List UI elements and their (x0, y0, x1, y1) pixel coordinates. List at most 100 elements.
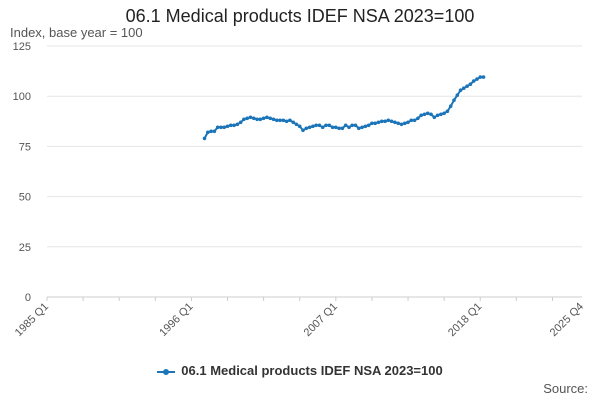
data-point (340, 126, 345, 131)
data-point (445, 109, 450, 114)
data-point (465, 84, 469, 88)
data-point (425, 111, 430, 116)
y-tick-label: 0 (25, 292, 31, 304)
y-tick-label: 25 (19, 242, 31, 254)
gridlines (47, 45, 582, 248)
data-point (468, 82, 473, 86)
data-point (320, 125, 325, 130)
data-point (455, 93, 460, 97)
data-point (429, 112, 433, 117)
data-point (386, 118, 391, 123)
data-point (258, 117, 263, 122)
data-point (297, 124, 302, 129)
data-point (229, 123, 233, 128)
data-point (376, 120, 381, 125)
x-tick-label: 2018 Q1 (446, 301, 484, 339)
data-point (317, 123, 322, 128)
data-point (206, 130, 210, 135)
data-point (380, 119, 384, 124)
data-point (311, 124, 315, 129)
data-point (248, 115, 253, 120)
data-point (215, 125, 220, 130)
y-tick-labels: 0 25 50 75 100 125 (13, 41, 31, 304)
x-tick-label: 1996 Q1 (157, 301, 195, 339)
data-point (478, 75, 483, 79)
data-point (399, 122, 404, 127)
data-point (383, 119, 387, 124)
data-point (288, 118, 292, 123)
data-point (471, 79, 476, 83)
data-point (409, 118, 414, 123)
data-point (360, 125, 364, 130)
data-point (439, 112, 443, 117)
data-point (271, 117, 276, 122)
y-tick-label: 100 (13, 91, 31, 103)
x-tick-label: 1985 Q1 (13, 301, 51, 339)
data-point (419, 113, 424, 118)
data-point (393, 120, 397, 125)
data-point (343, 123, 348, 128)
data-point (370, 121, 374, 126)
data-point (373, 121, 378, 126)
data-point (245, 116, 249, 121)
data-point (442, 111, 446, 116)
data-point (481, 75, 486, 79)
data-point (212, 129, 217, 134)
source-label: Source: (543, 381, 588, 396)
chart-title: 06.1 Medical products IDEF NSA 2023=100 (125, 6, 475, 26)
data-point (261, 116, 266, 121)
data-point (406, 120, 410, 125)
data-point (462, 86, 466, 90)
data-point (242, 117, 246, 122)
data-point (366, 123, 371, 128)
y-tick-label: 75 (19, 141, 31, 153)
data-point (448, 104, 453, 108)
data-point (363, 124, 368, 129)
data-point (307, 125, 312, 130)
data-point (209, 129, 213, 134)
data-point (327, 123, 332, 128)
data-point (330, 125, 335, 130)
data-point (255, 117, 259, 122)
data-point (284, 119, 289, 124)
data-point (304, 126, 309, 131)
series-line (203, 76, 484, 139)
data-point (235, 122, 240, 127)
data-point (475, 77, 479, 81)
data-point (278, 118, 282, 123)
data-point (334, 125, 338, 130)
data-point (268, 116, 273, 121)
data-point (416, 116, 420, 121)
data-point (219, 125, 223, 130)
data-point (202, 136, 207, 141)
legend-label: 06.1 Medical products IDEF NSA 2023=100 (181, 363, 443, 378)
data-point (294, 122, 299, 127)
data-point (422, 112, 427, 117)
data-point (350, 123, 355, 128)
data-point (389, 119, 394, 124)
data-point (458, 88, 463, 92)
data-point (281, 118, 286, 123)
data-point (265, 115, 269, 120)
data-point (347, 125, 351, 130)
data-point (301, 128, 305, 133)
x-tick-label: 2025 Q4 (548, 301, 586, 339)
data-point (291, 120, 296, 125)
y-tick-label: 125 (13, 41, 31, 53)
legend-swatch (157, 367, 176, 377)
data-point (275, 118, 279, 123)
data-point (238, 120, 243, 125)
data-point (353, 123, 358, 128)
data-point (452, 98, 456, 102)
data-point (324, 123, 328, 128)
data-point (432, 115, 437, 120)
data-point (357, 126, 361, 131)
data-point (396, 121, 401, 126)
x-axis: 1985 Q1 1996 Q1 2007 Q1 2018 Q1 2025 Q4 (13, 296, 586, 339)
data-point (435, 113, 440, 118)
data-point (222, 125, 226, 130)
legend[interactable]: 06.1 Medical products IDEF NSA 2023=100 (0, 363, 600, 378)
data-point (412, 118, 417, 123)
data-point (337, 126, 341, 131)
